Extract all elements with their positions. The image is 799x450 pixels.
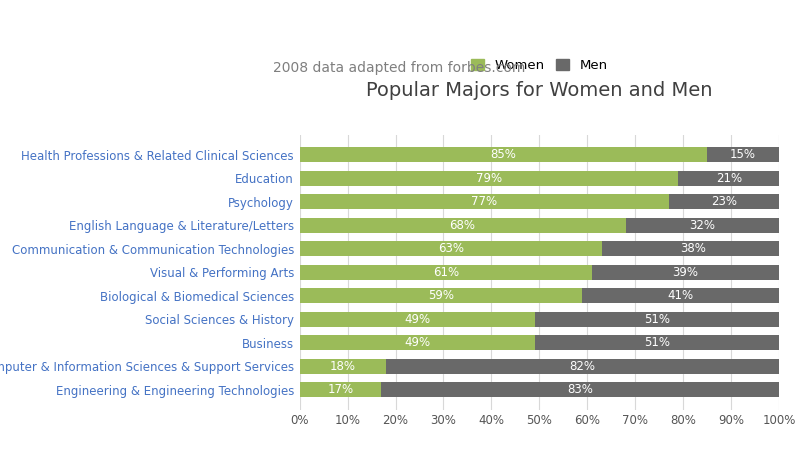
Text: 85%: 85% xyxy=(491,148,516,161)
Bar xyxy=(300,288,582,303)
Text: 21%: 21% xyxy=(716,172,741,185)
Bar xyxy=(300,265,592,279)
Text: 59%: 59% xyxy=(428,289,454,302)
Text: 18%: 18% xyxy=(330,360,356,373)
Bar xyxy=(602,242,784,256)
Bar xyxy=(300,359,386,374)
Text: 2008 data adapted from forbes.com: 2008 data adapted from forbes.com xyxy=(273,61,526,75)
Text: 17%: 17% xyxy=(328,383,353,396)
Text: 15%: 15% xyxy=(730,148,756,161)
Text: 68%: 68% xyxy=(450,219,475,232)
Bar xyxy=(381,382,779,397)
Text: 51%: 51% xyxy=(644,336,670,349)
Bar xyxy=(300,335,535,350)
Bar xyxy=(678,171,779,185)
Text: 61%: 61% xyxy=(433,266,459,279)
Text: 23%: 23% xyxy=(711,195,737,208)
Text: 63%: 63% xyxy=(438,242,463,255)
Bar xyxy=(300,382,381,397)
Text: 83%: 83% xyxy=(567,383,593,396)
Bar xyxy=(592,265,779,279)
Text: 38%: 38% xyxy=(680,242,706,255)
Bar xyxy=(300,148,707,162)
Text: 49%: 49% xyxy=(404,313,430,326)
Legend: Women, Men: Women, Men xyxy=(466,54,613,77)
Text: 32%: 32% xyxy=(690,219,715,232)
Text: 49%: 49% xyxy=(404,336,430,349)
Title: Popular Majors for Women and Men: Popular Majors for Women and Men xyxy=(366,81,713,100)
Bar xyxy=(300,194,669,209)
Bar xyxy=(582,288,779,303)
Bar xyxy=(626,218,779,233)
Bar xyxy=(535,335,779,350)
Text: 77%: 77% xyxy=(471,195,497,208)
Bar xyxy=(300,218,626,233)
Bar xyxy=(669,194,779,209)
Bar xyxy=(707,148,779,162)
Bar xyxy=(535,312,779,327)
Bar xyxy=(300,242,602,256)
Bar xyxy=(300,312,535,327)
Text: 39%: 39% xyxy=(673,266,698,279)
Bar xyxy=(386,359,779,374)
Text: 82%: 82% xyxy=(570,360,595,373)
Text: 51%: 51% xyxy=(644,313,670,326)
Text: 41%: 41% xyxy=(668,289,694,302)
Bar xyxy=(300,171,678,185)
Text: 79%: 79% xyxy=(476,172,502,185)
